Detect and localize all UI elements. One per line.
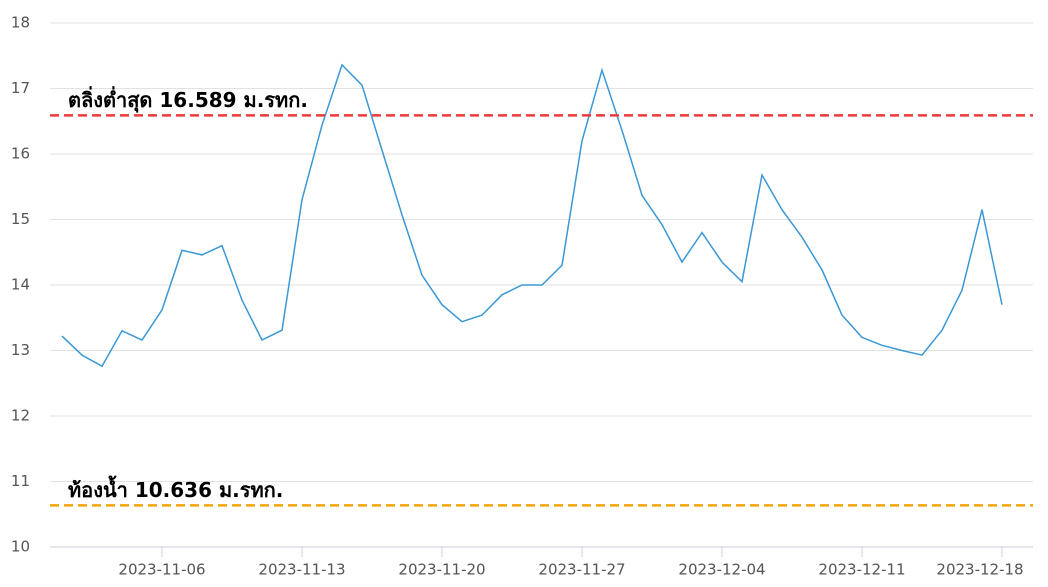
y-tick-label: 13	[11, 341, 30, 359]
reference-label: ตลิ่งต่ำสุด 16.589 ม.รทก.	[68, 85, 308, 113]
y-tick-label: 10	[11, 538, 30, 556]
data-line	[61, 63, 1003, 368]
y-tick-label: 18	[11, 14, 30, 32]
x-tick-label: 2023-11-13	[258, 561, 345, 579]
y-tick-label: 12	[11, 407, 30, 425]
y-tick-label: 14	[11, 276, 30, 294]
y-tick-label: 17	[11, 79, 30, 97]
x-tick-label: 2023-11-27	[538, 561, 625, 579]
y-tick-label: 15	[11, 210, 30, 228]
reference-label: ท้องน้ำ 10.636 ม.รทก.	[68, 475, 283, 502]
x-tick-label: 2023-11-20	[398, 561, 485, 579]
x-tick-label: 2023-12-04	[678, 561, 765, 579]
x-tick-label: 2023-12-11	[818, 561, 905, 579]
y-tick-label: 16	[11, 145, 30, 163]
y-tick-label: 11	[11, 472, 30, 490]
x-tick-label: 2023-11-06	[118, 561, 205, 579]
x-tick-label: 2023-12-18	[936, 561, 1023, 579]
